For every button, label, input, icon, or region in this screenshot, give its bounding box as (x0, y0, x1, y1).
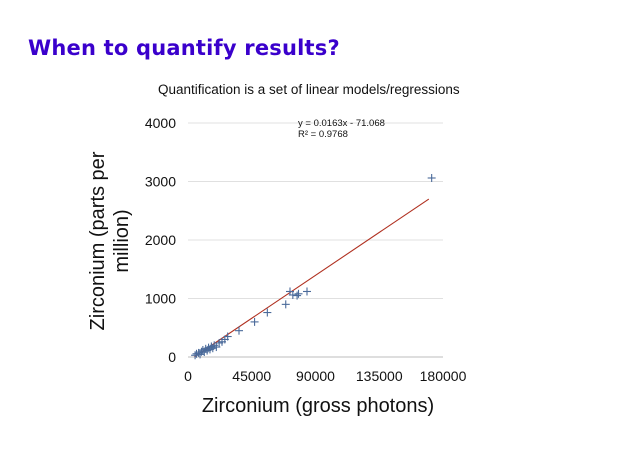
y-tick-label-0: 0 (168, 349, 176, 365)
slide-subtitle: Quantification is a set of linear models… (158, 82, 460, 97)
y-axis-title-line-2: million) (111, 209, 133, 272)
trendline (194, 198, 430, 358)
y-tick-label-1: 1000 (145, 291, 176, 307)
y-axis-title-line-1: Zirconium (parts per (87, 151, 109, 330)
tick-labels: 0 1000 2000 3000 4000 0 45000 90000 135000 180000 (145, 115, 467, 384)
x-tick-label-0: 0 (184, 368, 192, 384)
x-tick-label-4: 180000 (420, 368, 467, 384)
trendline-equation: y = 0.0163x - 71.068 (298, 118, 385, 129)
data-point-26 (294, 289, 303, 298)
y-axis-title: Zirconium (parts per million) (87, 151, 133, 330)
data-point-27 (303, 287, 311, 296)
x-tick-label-3: 135000 (356, 368, 403, 384)
trendline-group (194, 198, 430, 358)
y-tick-label-2: 2000 (145, 232, 176, 248)
x-tick-label-2: 90000 (296, 368, 335, 384)
data-point-19 (235, 326, 243, 335)
data-point-18 (223, 332, 232, 341)
data-point-20 (250, 317, 259, 326)
grid-lines (188, 122, 443, 299)
data-point-24 (288, 290, 297, 299)
trendline-r2: R² = 0.9768 (298, 129, 348, 140)
data-point-25 (293, 291, 302, 300)
data-point-22 (281, 300, 290, 309)
data-point-14 (212, 343, 221, 352)
slide-title: When to quantify results? (28, 36, 340, 60)
data-point-28 (427, 173, 436, 182)
x-axis-title: Zirconium (gross photons) (202, 395, 434, 417)
data-point-21 (263, 308, 272, 317)
y-tick-label-4: 4000 (145, 115, 176, 131)
y-tick-label-3: 3000 (145, 174, 176, 190)
x-tick-label-1: 45000 (232, 368, 271, 384)
data-points (191, 173, 436, 360)
